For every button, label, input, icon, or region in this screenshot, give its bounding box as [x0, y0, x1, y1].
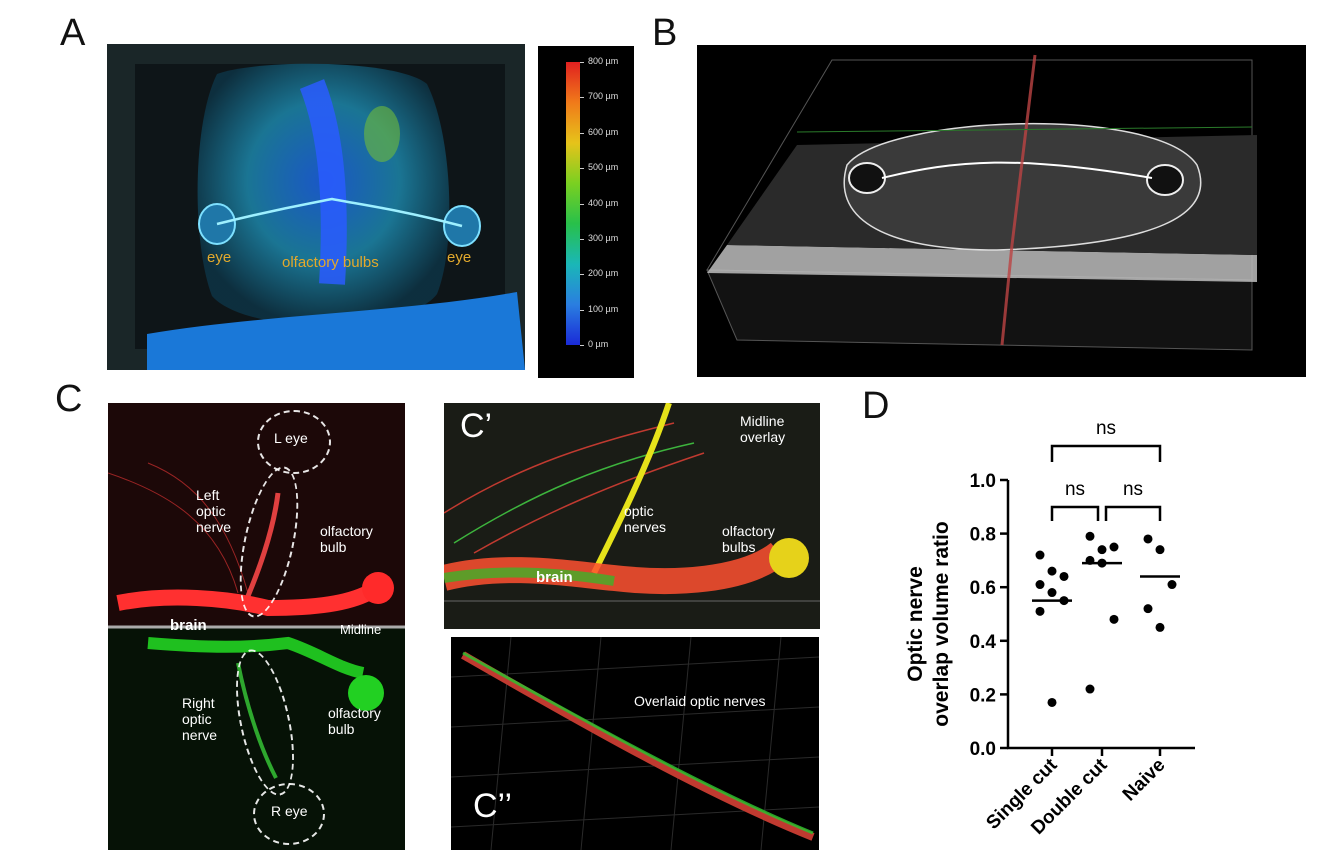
label-eye-right: eye — [447, 249, 472, 266]
colorbar-tick-label: 200 µm — [588, 268, 619, 279]
panel-letter-d: D — [862, 385, 890, 427]
colorbar-tick-mark — [580, 274, 584, 276]
panel-a-skull-render — [107, 44, 525, 370]
label-brain: brain — [170, 617, 207, 634]
significance-label: ns — [1065, 479, 1085, 500]
data-point — [1035, 580, 1045, 590]
colorbar-tick-label: 700 µm — [588, 91, 619, 102]
colorbar-tick-label: 400 µm — [588, 197, 619, 208]
panel-letter-a: A — [60, 12, 86, 54]
colorbar-tick-mark — [580, 132, 584, 134]
panel-c-prime-render — [444, 403, 820, 602]
data-point — [1047, 566, 1057, 576]
colorbar-tick-label: 300 µm — [588, 232, 619, 243]
data-point — [1155, 622, 1165, 632]
ellipse-l-eye — [257, 410, 331, 474]
colorbar-tick-mark — [580, 62, 584, 63]
colorbar-tick-label: 100 µm — [588, 303, 619, 314]
label-overlaid-optic-nerves: Overlaid optic nerves — [634, 693, 766, 709]
data-point — [1047, 697, 1057, 707]
y-tick-label: 1.0 — [970, 471, 996, 492]
colorbar-tick-label: 500 µm — [588, 162, 619, 173]
significance-bracket — [1050, 444, 1162, 462]
label-right-optic-nerve: Right optic nerve — [182, 695, 218, 744]
label-l-eye: L eye — [274, 430, 308, 446]
panel-c-double-prime-image: Overlaid optic nerves C’’ — [451, 637, 819, 850]
data-point — [1085, 684, 1095, 694]
colorbar-tick-mark — [580, 97, 584, 99]
y-tick-label: 0.4 — [970, 632, 997, 653]
significance-bracket — [1104, 505, 1162, 521]
panel-b-image — [697, 45, 1306, 377]
x-tick-label: Naive — [1119, 755, 1170, 806]
panel-letter-b: B — [652, 12, 678, 54]
colorbar-tick-mark — [580, 203, 584, 205]
panel-a-colorbar: 800 µm 700 µm 600 µm 500 µm 400 µm 300 µm 200 … — [538, 46, 634, 378]
label-olfactory-bulbs: olfactory bulbs — [282, 254, 379, 271]
y-axis-title-line: overlap volume ratio — [930, 521, 953, 726]
data-point — [1167, 580, 1177, 590]
colorbar-tick-label: 800 µm — [588, 56, 619, 66]
label-eye-left: eye — [207, 249, 232, 266]
data-point — [1097, 545, 1107, 555]
panel-c-prime-image: C’ Midline overlay optic nerves olfactor… — [444, 403, 820, 629]
label-olfactory-bulbs-cp: olfactory bulbs — [722, 523, 775, 556]
data-point — [1143, 534, 1153, 544]
panel-letter-c: C — [55, 378, 83, 420]
colorbar-tick-mark — [580, 238, 584, 240]
label-brain-cp: brain — [536, 569, 573, 586]
label-olfactory-bulb-bottom: olfactory bulb — [328, 705, 381, 738]
data-point — [1035, 606, 1045, 616]
y-tick-label: 0.0 — [970, 739, 996, 760]
data-point — [1155, 545, 1165, 555]
colorbar-gradient — [566, 62, 580, 345]
y-tick-label: 0.6 — [970, 578, 996, 599]
label-olfactory-bulb-top: olfactory bulb — [320, 523, 373, 556]
data-point — [1059, 571, 1069, 581]
label-optic-nerves: optic nerves — [624, 503, 667, 536]
panel-c-image: L eye Left optic nerve olfactory bulb br… — [108, 403, 405, 850]
y-axis-title-line: Optic nerve — [904, 566, 927, 682]
label-c-double-prime: C’’ — [473, 787, 513, 825]
colorbar-tick-mark — [580, 168, 584, 170]
data-point — [1047, 588, 1057, 598]
label-c-prime: C’ — [460, 407, 493, 445]
colorbar-tick-mark — [580, 309, 584, 311]
y-tick-label: 0.8 — [970, 525, 996, 546]
significance-label: ns — [1123, 479, 1143, 500]
data-point — [1035, 550, 1045, 560]
y-tick-label: 0.2 — [970, 685, 996, 706]
data-point — [1109, 542, 1119, 552]
colorbar-tick-label: 600 µm — [588, 126, 619, 137]
y-axis-title: Optic nerve overlap volume ratio — [904, 521, 953, 726]
label-midline: Midline — [340, 622, 382, 637]
data-point — [1143, 604, 1153, 614]
panel-b-3d-render — [706, 54, 1257, 351]
panel-c-render — [108, 403, 405, 850]
colorbar-tick-mark — [580, 345, 584, 346]
data-point — [1085, 531, 1095, 541]
significance-label: ns — [1096, 418, 1116, 439]
label-r-eye: R eye — [271, 803, 308, 819]
label-midline-overlay: Midline overlay — [740, 413, 786, 446]
ellipse-r-eye — [253, 783, 325, 845]
colorbar-tick-label: 0 µm — [588, 339, 609, 349]
data-point — [1109, 614, 1119, 624]
panel-c-double-prime-render — [451, 637, 819, 850]
label-left-optic-nerve: Left optic nerve — [196, 487, 232, 536]
significance-bracket — [1050, 505, 1100, 521]
panel-a-image: eye olfactory bulbs eye — [107, 44, 525, 370]
